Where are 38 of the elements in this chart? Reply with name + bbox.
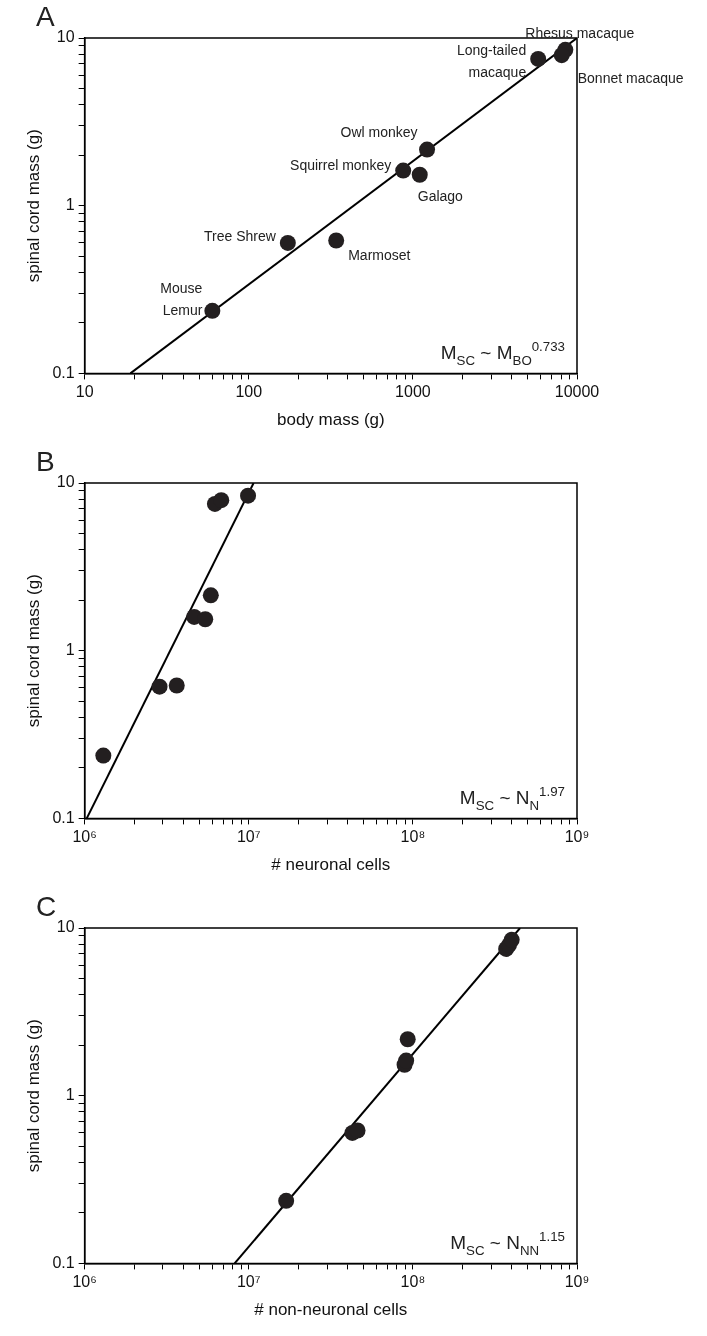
x-axis-title: # non-neuronal cells [254,1300,408,1320]
annotation: Marmoset [348,247,411,264]
y-axis-title: spinal cord mass (g) [23,129,43,283]
x-axis-title: body mass (g) [276,410,385,430]
x-tick-label: 1000 [395,383,431,401]
annotation: Rhesus macaque [525,24,635,41]
x-tick-label: 10⁸ [400,828,426,846]
y-tick-label: 0.1 [52,1253,75,1271]
x-tick-label: 10⁹ [564,828,590,846]
x-tick-label: 100 [235,383,263,401]
annotation: Squirrel monkey [290,157,392,174]
y-tick-label: 10 [56,918,75,936]
annotation: Mouse Lemur [160,279,203,318]
y-tick-label: 1 [65,196,75,214]
annotation: Galago [417,187,464,204]
y-axis-title: spinal cord mass (g) [23,574,43,728]
x-tick-label: 10⁸ [400,1273,426,1291]
x-tick-label: 10⁶ [72,828,97,846]
x-tick-label: 10⁷ [236,1273,261,1291]
y-tick-label: 10 [56,28,75,46]
x-tick-label: 10⁷ [236,828,261,846]
y-tick-label: 0.1 [52,363,75,381]
chart-title: C [36,890,57,922]
annotation: Long-tailed macaque [456,41,527,80]
y-tick-label: 0.1 [52,808,75,826]
y-tick-label: 1 [65,641,75,659]
y-axis-title: spinal cord mass (g) [23,1019,43,1173]
x-tick-label: 10000 [554,383,600,401]
chart-title: A [36,0,55,32]
y-tick-label: 1 [65,1086,75,1104]
chart-title: B [36,445,55,477]
y-tick-label: 10 [56,473,75,491]
annotation: Tree Shrew [203,227,277,244]
annotation: Bonnet macaque [577,70,684,87]
annotation: Owl monkey [340,124,418,141]
x-tick-label: 10⁶ [72,1273,97,1291]
x-tick-label: 10⁹ [564,1273,590,1291]
x-axis-title: # neuronal cells [271,855,391,875]
